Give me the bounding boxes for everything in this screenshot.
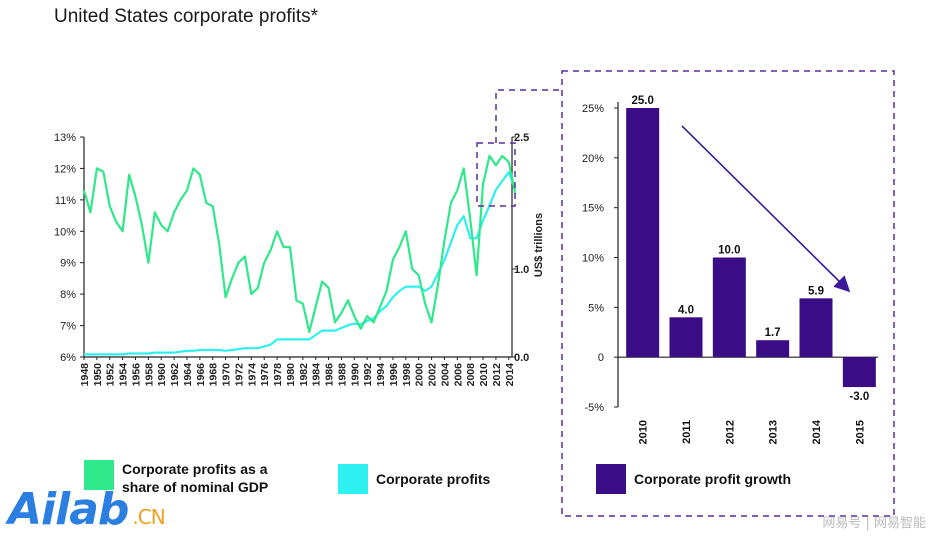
- zoom-connector: [476, 70, 895, 517]
- series-line-corporate-profits: [84, 171, 517, 356]
- x-tick-label: 2000: [414, 363, 426, 387]
- legend-label-growth: Corporate profit growth: [634, 471, 792, 487]
- zoom-highlight-box: [476, 142, 516, 207]
- bar-2010: [626, 108, 660, 358]
- right-tick-label: 1.0: [514, 264, 529, 276]
- bar-x-tick-label: 2015: [854, 420, 866, 444]
- bar-2012: [712, 257, 746, 358]
- x-tick-label: 1976: [259, 363, 271, 387]
- logo-suffix: .CN: [132, 505, 165, 529]
- left-tick-label: 9%: [60, 258, 76, 270]
- x-tick-label: 1994: [375, 363, 387, 387]
- bar-y-tick-label: 15%: [582, 203, 604, 215]
- bar-x-tick-label: 2012: [724, 420, 736, 444]
- chart-title: United States corporate profits*: [54, 6, 319, 27]
- x-tick-label: 1960: [156, 363, 168, 387]
- x-tick-label: 2012: [491, 363, 503, 387]
- bar-y-tick-label: 5%: [588, 302, 604, 314]
- left-tick-label: 10%: [54, 226, 76, 238]
- bar-y-tick-label: -5%: [584, 402, 604, 414]
- x-tick-label: 1958: [143, 363, 155, 387]
- bar-y-tick-label: 0: [598, 352, 604, 364]
- left-tick-label: 12%: [54, 163, 76, 175]
- x-tick-label: 1974: [246, 363, 258, 387]
- x-tick-label: 1990: [349, 363, 361, 387]
- watermark: 网易号 | 网易智能: [822, 516, 926, 531]
- x-tick-label: 1978: [272, 363, 284, 387]
- series-line-profit-share: [82, 154, 517, 333]
- bar-x-tick-label: 2010: [638, 420, 650, 444]
- x-tick-label: 1948: [79, 363, 91, 387]
- x-tick-label: 1966: [195, 363, 207, 387]
- bar-x-tick-label: 2014: [811, 419, 823, 444]
- bar-2015: [842, 357, 876, 388]
- right-axis-label: US$ trillions: [533, 213, 545, 277]
- x-tick-label: 2002: [427, 363, 439, 387]
- x-tick-label: 2010: [478, 363, 490, 387]
- x-tick-label: 1984: [311, 363, 323, 387]
- x-tick-label: 2008: [465, 363, 477, 387]
- left-tick-label: 7%: [60, 321, 76, 333]
- bar-data-label: 1.7: [765, 327, 781, 339]
- bar-data-label: 5.9: [808, 285, 824, 297]
- x-tick-label: 1982: [298, 363, 310, 387]
- bar-2011: [669, 317, 703, 358]
- legend-item-growth: Corporate profit growth: [596, 464, 791, 494]
- line-chart: 6% 7% 8% 9% 10% 11% 12% 13% 0.0 1.0 2.5 US$ trillio…: [54, 132, 545, 386]
- legend-item-profits: Corporate profits: [338, 464, 490, 494]
- x-tick-label: 1998: [401, 363, 413, 387]
- bar-2014: [799, 298, 833, 358]
- bar-y-tick-label: 20%: [582, 153, 604, 165]
- legend-swatch-growth: [596, 464, 626, 494]
- x-tick-label: 1972: [233, 363, 245, 387]
- bar-x-tick-label: 2013: [768, 420, 780, 444]
- x-tick-label: 1996: [388, 363, 400, 387]
- bar-x-tick-label: 2011: [681, 420, 693, 444]
- zoom-panel-frame: [561, 70, 895, 517]
- bar-data-label: 4.0: [678, 304, 694, 316]
- x-tick-label: 1970: [221, 363, 233, 387]
- legend-swatch-share: [84, 460, 114, 490]
- bar-data-label: -3.0: [849, 391, 869, 403]
- ailab-logo: Ailab .CN: [8, 484, 166, 535]
- bar-chart: -5% 0 5% 10% 15% 20% 25% 25.0 2010 4.0 2011 10.0 201…: [582, 95, 878, 444]
- trend-arrow: [681, 125, 851, 293]
- x-tick-label: 2014: [504, 363, 516, 387]
- bar-y-tick-label: 25%: [582, 103, 604, 115]
- legend-label-share: Corporate profits as a share of nominal …: [122, 461, 269, 495]
- bar-data-label: 25.0: [631, 95, 653, 107]
- left-tick-label: 8%: [60, 289, 76, 301]
- x-tick-label: 1968: [208, 363, 220, 387]
- x-tick-label: 1952: [105, 363, 117, 387]
- x-tick-label: 1950: [92, 363, 104, 387]
- x-tick-label: 1980: [285, 363, 297, 387]
- logo-text: Ailab: [8, 484, 129, 535]
- left-tick-label: 11%: [55, 195, 76, 207]
- x-tick-label: 1988: [336, 363, 348, 387]
- x-tick-label: 1992: [362, 363, 374, 387]
- legend-item-share: Corporate profits as a share of nominal …: [84, 460, 304, 496]
- x-tick-label: 1956: [130, 363, 142, 387]
- x-tick-label: 1954: [118, 363, 130, 387]
- x-tick-label: 1962: [169, 363, 181, 387]
- legend-swatch-profits: [338, 464, 368, 494]
- bar-data-label: 10.0: [718, 245, 740, 257]
- x-tick-label: 2006: [452, 363, 464, 387]
- legend-label-profits: Corporate profits: [376, 471, 491, 487]
- left-tick-label: 6%: [60, 352, 76, 364]
- bar-2013: [756, 340, 790, 358]
- left-tick-label: 13%: [54, 132, 76, 144]
- right-tick-label: 0.0: [514, 352, 529, 364]
- x-tick-label: 2004: [439, 363, 451, 387]
- x-tick-label: 1964: [182, 363, 194, 387]
- x-tick-label: 1986: [324, 363, 336, 387]
- right-tick-label: 2.5: [514, 132, 529, 144]
- bar-y-tick-label: 10%: [582, 253, 604, 265]
